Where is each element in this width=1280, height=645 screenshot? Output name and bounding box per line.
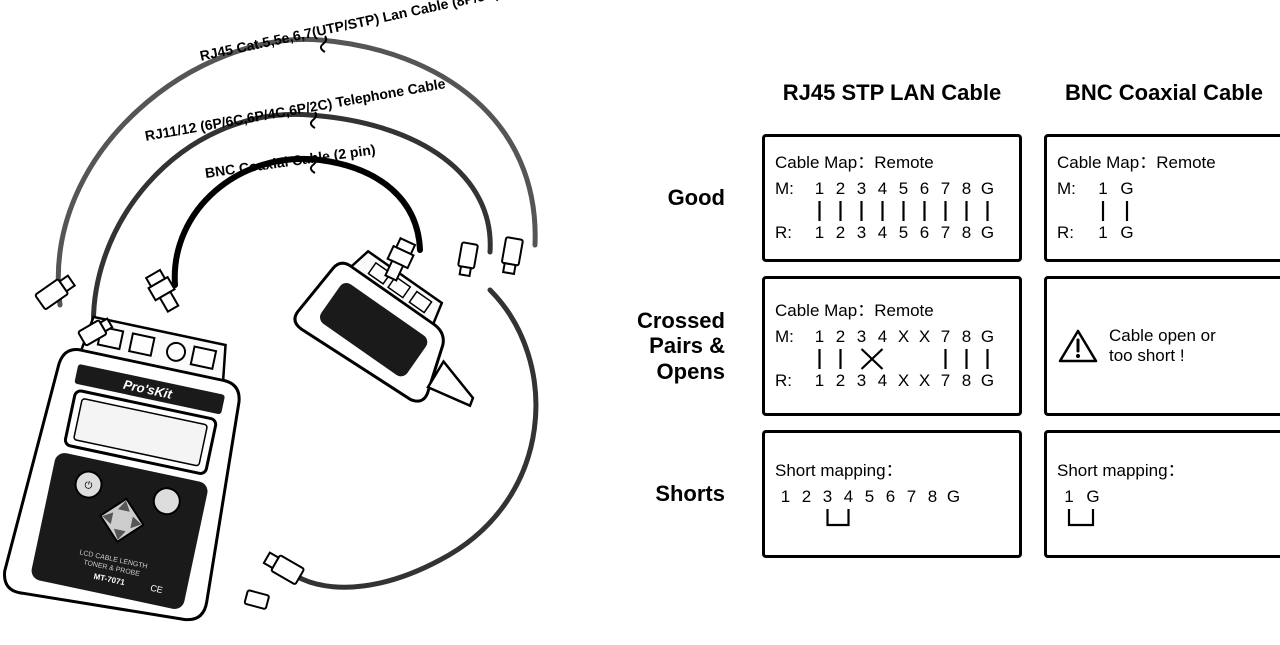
row-label-shorts: Shorts [600,430,740,558]
lcd-shorts-rj45: Short mapping：12345678G [762,430,1022,558]
diagram-svg: Pro'sKit ⏻ LCD CABLE LENGTH TONER & PROB… [0,0,590,640]
row-label-crossed: Crossed Pairs & Opens [600,276,740,416]
header-bnc: BNC Coaxial Cable [1044,80,1280,120]
lcd-good-bnc: Cable Map：RemoteM:1GR:1G [1044,134,1280,262]
row-label-good: Good [600,134,740,262]
cable-tester-diagram: Pro'sKit ⏻ LCD CABLE LENGTH TONER & PROB… [0,0,590,640]
lcd-crossed-bnc: Cable open or too short ! [1044,276,1280,416]
lcd-shorts-bnc: Short mapping：1G [1044,430,1280,558]
lcd-crossed-rj45: Cable Map：RemoteM:1234XX78GR:1234XX78G [762,276,1022,416]
lcd-good-rj45: Cable Map：RemoteM:12345678GR:12345678G [762,134,1022,262]
tester-device: Pro'sKit ⏻ LCD CABLE LENGTH TONER & PROB… [1,310,260,631]
warning-icon [1057,327,1099,365]
result-table: RJ45 STP LAN Cable BNC Coaxial Cable Goo… [600,80,1270,558]
header-rj45: RJ45 STP LAN Cable [762,80,1022,120]
